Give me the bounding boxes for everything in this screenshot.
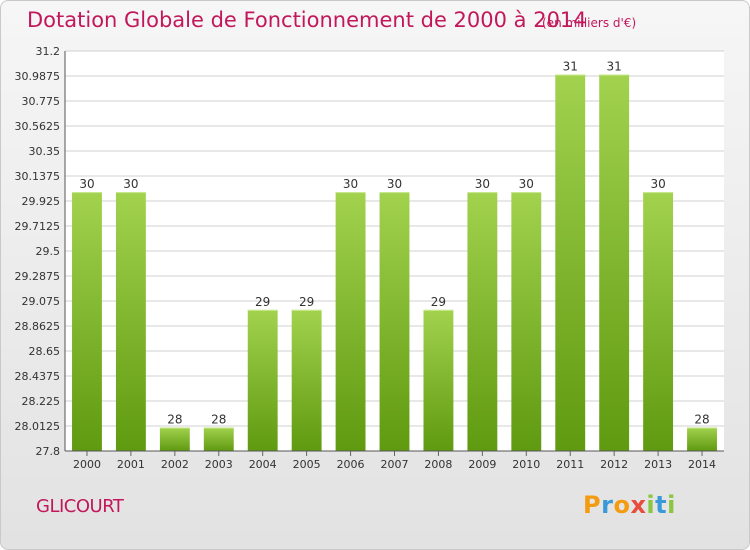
x-tick-label: 2002 (161, 458, 189, 471)
x-tick-label: 2007 (381, 458, 409, 471)
logo-letter: o (613, 491, 631, 519)
x-tick-label: 2008 (424, 458, 452, 471)
y-tick-label: 30.775 (22, 95, 61, 108)
bar-2008 (423, 309, 454, 451)
data-label: 30 (123, 177, 138, 191)
x-tick-label: 2013 (644, 458, 672, 471)
x-tick-label: 2006 (337, 458, 365, 471)
proxiti-logo: Proxiti (583, 491, 676, 519)
data-label: 29 (255, 295, 270, 309)
data-label: 31 (607, 60, 622, 74)
data-label: 28 (211, 412, 226, 426)
x-tick-label: 2009 (468, 458, 496, 471)
y-tick-label: 30.1375 (15, 170, 61, 183)
bar-2003 (203, 427, 234, 451)
bar-2013 (643, 192, 674, 452)
y-tick-label: 28.225 (22, 395, 61, 408)
y-tick-label: 29.075 (22, 295, 61, 308)
x-tick-label: 2003 (205, 458, 233, 471)
data-label: 30 (79, 177, 94, 191)
data-label: 30 (475, 177, 490, 191)
y-tick-label: 29.5 (36, 245, 61, 258)
x-tick-label: 2004 (249, 458, 277, 471)
data-label: 29 (431, 295, 446, 309)
bar-2014 (687, 427, 717, 451)
chart-title: Dotation Globale de Fonctionnement de 20… (27, 8, 587, 32)
bar-2012 (599, 74, 630, 451)
bar-2004 (247, 309, 278, 451)
x-tick-label: 2012 (600, 458, 628, 471)
bar-2005 (291, 309, 322, 451)
bar-2007 (379, 192, 410, 452)
bar-2000 (72, 192, 102, 452)
x-tick-label: 2014 (688, 458, 716, 471)
chart-unit: (en milliers d'€) (542, 16, 637, 30)
y-tick-label: 28.65 (29, 345, 61, 358)
data-label: 30 (343, 177, 358, 191)
y-tick-label: 29.7125 (15, 220, 61, 233)
data-label: 30 (519, 177, 534, 191)
y-tick-label: 30.5625 (15, 120, 61, 133)
logo-letter: P (583, 491, 602, 519)
y-tick-label: 28.0125 (15, 420, 61, 433)
logo-letter: r (601, 491, 614, 519)
y-tick-label: 27.8 (36, 445, 61, 458)
x-tick-label: 2001 (117, 458, 145, 471)
y-tick-label: 29.925 (22, 195, 61, 208)
logo-letter: i (646, 491, 656, 519)
data-label: 30 (387, 177, 402, 191)
y-tick-label: 28.4375 (15, 370, 61, 383)
y-tick-label: 30.35 (29, 145, 61, 158)
bar-2010 (511, 192, 542, 452)
data-label: 28 (167, 412, 182, 426)
x-tick-label: 2000 (73, 458, 101, 471)
bars: 30 30 28 28 29 29 30 30 29 30 30 31 31 30 28 (72, 60, 717, 452)
data-label: 30 (650, 177, 665, 191)
logo-letter: x (630, 491, 647, 519)
bar-2006 (335, 192, 366, 452)
y-tick-label: 28.8625 (15, 320, 61, 333)
data-label: 31 (563, 60, 578, 74)
x-tick-label: 2005 (293, 458, 321, 471)
data-label: 28 (694, 412, 709, 426)
logo-letter: t (655, 491, 668, 519)
commune-name: GLICOURT (36, 496, 124, 517)
logo-letter: i (667, 491, 676, 519)
axes: 27.8 28.0125 28.225 28.4375 28.65 28.8625 29.0… (15, 45, 724, 471)
x-tick-label: 2010 (512, 458, 540, 471)
bar-2011 (555, 74, 586, 451)
x-tick-label: 2011 (556, 458, 584, 471)
bar-2002 (159, 427, 190, 451)
data-label: 29 (299, 295, 314, 309)
y-tick-label: 30.9875 (15, 70, 61, 83)
bar-2009 (467, 192, 498, 452)
y-tick-label: 29.2875 (15, 270, 61, 283)
y-tick-label: 31.2 (36, 45, 61, 58)
bar-2001 (115, 192, 146, 452)
